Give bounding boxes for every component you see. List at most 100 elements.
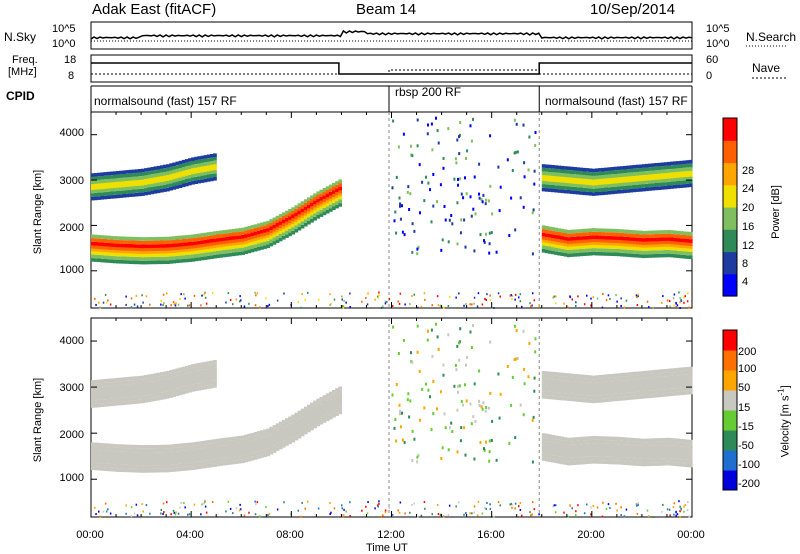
- power-lower-band-cell: [623, 229, 627, 234]
- vel-upper-band-cell: [119, 401, 123, 406]
- power-lower-band-cell: [554, 235, 558, 239]
- vel-lower-band-cell: [159, 448, 164, 453]
- power-upper-band-cell: [134, 169, 139, 173]
- vel-upper-band-cell: [178, 367, 183, 372]
- power-scatter-point: [489, 134, 492, 138]
- power-lower-band-cell: [313, 203, 317, 208]
- vel-scatter-point: [481, 407, 484, 411]
- vel-upper-band-cell: [197, 370, 202, 374]
- power-lower-band-cell: [319, 189, 324, 194]
- power-upper-band-cell: [679, 160, 684, 165]
- power-lower-band-cell: [645, 238, 649, 242]
- vel-upper-band-cell: [595, 385, 599, 390]
- power-lower-band-cell: [144, 257, 148, 261]
- power-ground-point: [94, 297, 96, 300]
- power-upper-band-cell: [588, 188, 593, 192]
- power-lower-band-cell: [566, 237, 571, 241]
- power-upper-band-cell: [106, 175, 111, 180]
- vel-upper-band-cell: [172, 385, 177, 390]
- power-lower-band-cell: [635, 230, 640, 234]
- vel-ground-point: [243, 514, 246, 517]
- vel-lower-band-cell: [94, 453, 98, 457]
- vel-lower-band-cell: [610, 447, 615, 451]
- vel-upper-band-cell: [147, 374, 151, 379]
- power-lower-band-cell: [573, 249, 577, 254]
- power-upper-band-cell: [206, 178, 211, 182]
- vel-lower-band-cell: [209, 453, 214, 457]
- vel-lower-band-cell: [629, 454, 634, 459]
- vel-upper-band-cell: [641, 371, 646, 375]
- vel-ground-point: [187, 513, 189, 516]
- vel-upper-band-cell: [91, 380, 95, 384]
- power-ground-point: [553, 295, 556, 298]
- power-scatter-point: [480, 198, 483, 201]
- vel-scatter-point: [411, 459, 414, 462]
- vel-upper-band-cell: [688, 377, 693, 381]
- power-upper-band-cell: [635, 172, 640, 176]
- power-ground-point: [566, 306, 569, 309]
- vel-lower-band-cell: [147, 455, 151, 460]
- vel-upper-band-cell: [632, 375, 637, 380]
- power-lower-band-cell: [635, 234, 640, 238]
- vel-upper-band-cell: [679, 387, 684, 392]
- power-upper-band-cell: [125, 190, 130, 194]
- vel-ground-point: [180, 501, 182, 504]
- power-upper-band-cell: [657, 170, 662, 174]
- power-ground-point: [188, 304, 191, 307]
- power-upper-band-cell: [128, 189, 133, 194]
- vel-ground-point: [175, 511, 177, 514]
- power-upper-band-cell: [163, 177, 167, 182]
- vel-lower-band-cell: [657, 441, 662, 446]
- power-lower-band-cell: [663, 246, 668, 250]
- vel-upper-band-cell: [544, 374, 549, 379]
- vel-upper-band-cell: [184, 373, 189, 377]
- vel-lower-band-cell: [138, 455, 142, 460]
- vel-lower-band-cell: [325, 413, 330, 418]
- vel-lower-band-cell: [235, 443, 239, 448]
- vel-upper-band-cell: [676, 378, 680, 383]
- vel-lower-band-cell: [125, 461, 130, 465]
- power-ground-point: [374, 298, 376, 301]
- power-lower-band-cell: [163, 240, 167, 245]
- power-upper-band-cell: [213, 157, 217, 161]
- power-lower-band-cell: [294, 212, 299, 217]
- power-lower-band-cell: [679, 238, 684, 242]
- vel-upper-band-cell: [138, 375, 142, 380]
- vel-upper-band-cell: [663, 392, 668, 397]
- power-lower-band-cell: [163, 250, 167, 254]
- power-upper-band-cell: [109, 195, 114, 199]
- power-upper-band-cell: [576, 167, 580, 171]
- vel-upper-band-cell: [610, 390, 615, 395]
- power-ground-point: [125, 295, 127, 298]
- power-upper-band-cell: [645, 180, 649, 184]
- power-lower-band-cell: [97, 258, 101, 263]
- power-ground-point: [448, 295, 451, 298]
- power-upper-band-cell: [91, 176, 95, 181]
- vel-upper-band-cell: [213, 363, 217, 368]
- vel-ground-point: [349, 515, 351, 517]
- power-upper-band-cell: [138, 189, 142, 193]
- vel-colorbar-swatch: [723, 390, 737, 411]
- power-upper-band-cell: [551, 188, 555, 193]
- power-upper-band-cell: [181, 183, 186, 188]
- vel-lower-band-cell: [579, 457, 583, 461]
- power-upper-band-cell: [588, 168, 593, 172]
- vel-lower-band-cell: [156, 444, 161, 449]
- power-ground-point: [493, 307, 495, 309]
- beam-title: Beam 14: [356, 1, 417, 18]
- vel-lower-band-cell: [319, 413, 324, 418]
- vel-upper-band-cell: [598, 385, 602, 390]
- vel-upper-band-cell: [184, 382, 189, 387]
- vel-lower-band-cell: [607, 436, 612, 441]
- vel-upper-band-cell: [582, 388, 587, 392]
- power-upper-band-cell: [541, 180, 546, 185]
- vel-lower-band-cell: [122, 461, 126, 465]
- vel-lower-band-cell: [235, 446, 239, 451]
- vel-ground-point: [349, 501, 351, 504]
- power-upper-band-cell: [676, 168, 680, 172]
- power-lower-band-cell: [281, 222, 286, 227]
- vel-upper-band-cell: [153, 373, 158, 377]
- vel-lower-band-cell: [181, 459, 186, 464]
- power-lower-band-cell: [269, 229, 274, 234]
- power-ground-point: [404, 303, 406, 306]
